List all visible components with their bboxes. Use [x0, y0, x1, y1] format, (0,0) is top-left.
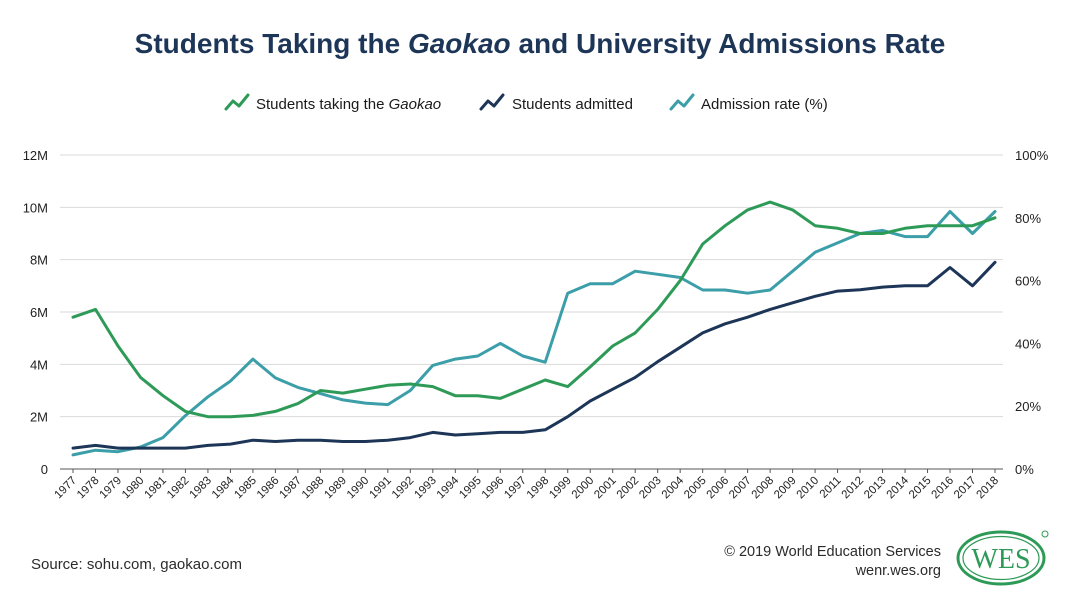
- x-tick-label: 1994: [435, 474, 462, 501]
- x-tick-label: 2012: [840, 475, 867, 502]
- chart-title: Students Taking the Gaokao and Universit…: [0, 28, 1080, 60]
- x-tick-label: 1999: [547, 475, 574, 502]
- x-tick-label: 1984: [210, 474, 237, 501]
- left-tick-label: 6M: [30, 305, 48, 320]
- x-tick-label: 2003: [637, 475, 664, 502]
- right-tick-label: 20%: [1015, 399, 1041, 414]
- x-tick-label: 2004: [660, 474, 687, 501]
- wes-logo: WES: [956, 530, 1049, 586]
- x-tick-label: 2008: [750, 475, 777, 502]
- legend-swatch-taking: [224, 93, 250, 111]
- x-tick-label: 1986: [255, 475, 282, 502]
- x-tick-label: 1990: [345, 475, 372, 502]
- left-tick-label: 8M: [30, 253, 48, 268]
- x-tick-label: 2000: [570, 475, 597, 502]
- right-tick-label: 80%: [1015, 211, 1041, 226]
- x-tick-label: 2015: [907, 475, 934, 502]
- left-tick-label: 12M: [23, 148, 48, 163]
- title-suffix: and University Admissions Rate: [518, 28, 946, 59]
- x-tick-label: 2010: [795, 475, 822, 502]
- left-tick-label: 0: [41, 462, 48, 477]
- x-tick-label: 1995: [457, 475, 484, 502]
- left-axis: 0 2M 4M 6M 8M 10M 12M: [23, 148, 48, 477]
- x-tick-label: 2011: [818, 475, 844, 501]
- logo-outer-ring: [956, 530, 1046, 586]
- x-tick-label: 1996: [480, 475, 507, 502]
- x-tick-label: 1998: [525, 475, 552, 502]
- x-tick-label: 2014: [885, 474, 912, 501]
- x-tick-label: 2017: [952, 475, 979, 502]
- x-tick-label: 2007: [727, 475, 754, 502]
- credits: © 2019 World Education Services wenr.wes…: [724, 543, 941, 581]
- legend-swatch-admitted: [479, 93, 505, 111]
- x-tick-label: 2006: [705, 475, 732, 502]
- logo-text: WES: [971, 544, 1030, 575]
- legend-item-admitted: Students admitted: [479, 93, 633, 113]
- x-tick-label: 1993: [412, 475, 439, 502]
- legend: Students taking the Gaokao Students admi…: [224, 93, 828, 113]
- logo-registered-mark: [1041, 530, 1049, 538]
- x-tick-label: 1979: [98, 475, 125, 502]
- right-tick-label: 40%: [1015, 336, 1041, 351]
- x-tick-label: 1980: [120, 475, 147, 502]
- left-tick-label: 4M: [30, 357, 48, 372]
- right-axis: 0% 20% 40% 60% 80% 100%: [1015, 148, 1049, 477]
- right-tick-label: 0%: [1015, 462, 1034, 477]
- series-line-rate: [71, 210, 997, 457]
- legend-item-rate: Admission rate (%): [669, 93, 828, 113]
- x-tick-label: 2013: [862, 475, 889, 502]
- legend-taking-prefix: Students taking the: [256, 96, 389, 113]
- x-tick-label: 2005: [682, 475, 709, 502]
- legend-label-taking: Students taking the Gaokao: [256, 96, 441, 113]
- left-tick-label: 10M: [23, 200, 48, 215]
- series-lines: [71, 200, 997, 457]
- x-tick-label: 2016: [930, 475, 957, 502]
- x-tick-label: 1982: [165, 475, 192, 502]
- x-tick-label: 1997: [502, 475, 529, 502]
- x-tick-label: 2001: [592, 475, 619, 502]
- x-tick-label: 1977: [53, 475, 80, 502]
- right-tick-label: 60%: [1015, 274, 1041, 289]
- gridlines: [60, 154, 1003, 470]
- logo-inner-ring: [962, 535, 1040, 581]
- title-italic: Gaokao: [407, 28, 511, 59]
- x-tick-label: 1981: [142, 475, 169, 502]
- x-tick-label: 1992: [390, 475, 417, 502]
- x-tick-label: 2018: [975, 475, 1002, 502]
- x-tick-label: 1987: [277, 475, 304, 502]
- right-tick-label: 100%: [1015, 148, 1049, 163]
- x-tick-label: 1985: [232, 475, 259, 502]
- x-tick-label: 1989: [322, 475, 349, 502]
- copyright: © 2019 World Education Services: [724, 544, 941, 560]
- legend-item-taking: Students taking the Gaokao: [224, 93, 441, 113]
- legend-swatch-rate: [669, 93, 695, 111]
- x-tick-label: 1978: [75, 475, 102, 502]
- x-tick-label: 1988: [300, 475, 327, 502]
- legend-label-rate: Admission rate (%): [701, 96, 828, 113]
- x-tick-label: 2002: [615, 475, 642, 502]
- series-line-taking: [71, 200, 997, 419]
- legend-taking-italic: Gaokao: [389, 96, 442, 113]
- x-tick-label: 1983: [187, 475, 214, 502]
- x-tick-label: 2009: [772, 475, 799, 502]
- legend-label-admitted: Students admitted: [512, 96, 633, 113]
- x-axis: 1977197819791980198119821983198419851986…: [53, 469, 1002, 502]
- x-tick-label: 1991: [367, 475, 394, 502]
- series-line-admitted: [71, 260, 997, 450]
- left-tick-label: 2M: [30, 410, 48, 425]
- source-note: Source: sohu.com, gaokao.com: [31, 556, 242, 573]
- title-prefix: Students Taking the: [134, 28, 401, 59]
- site-url: wenr.wes.org: [855, 563, 941, 579]
